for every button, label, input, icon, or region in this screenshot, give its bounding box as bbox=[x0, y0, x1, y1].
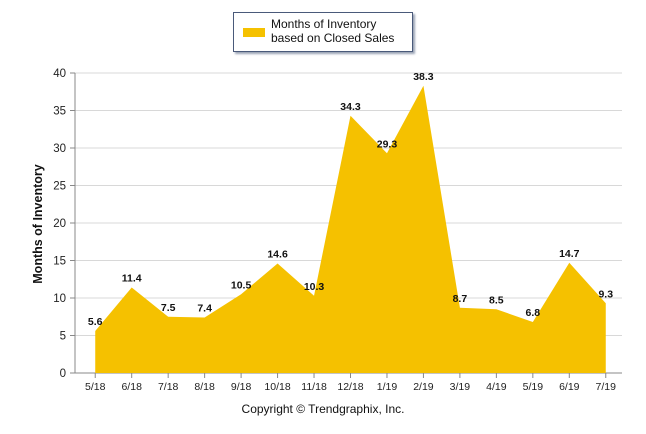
legend: Months of Inventory based on Closed Sale… bbox=[233, 12, 413, 52]
y-axis-title: Months of Inventory bbox=[31, 164, 45, 284]
x-tick-label: 1/19 bbox=[377, 381, 398, 393]
x-tick-label: 6/18 bbox=[121, 381, 142, 393]
y-tick-label: 30 bbox=[53, 143, 66, 155]
data-label: 5.6 bbox=[88, 316, 103, 328]
x-tick-label: 8/18 bbox=[194, 381, 215, 393]
x-tick-label: 7/19 bbox=[596, 381, 617, 393]
x-tick-label: 3/19 bbox=[450, 381, 471, 393]
data-label: 14.6 bbox=[267, 249, 288, 261]
x-tick-label: 2/19 bbox=[413, 381, 434, 393]
x-tick-label: 9/18 bbox=[231, 381, 252, 393]
y-tick-label: 20 bbox=[53, 218, 66, 230]
data-label: 14.7 bbox=[559, 248, 580, 260]
legend-swatch bbox=[243, 28, 265, 37]
data-label: 7.4 bbox=[197, 303, 212, 315]
data-label: 10.5 bbox=[231, 279, 252, 291]
legend-label: Months of Inventory based on Closed Sale… bbox=[271, 17, 395, 45]
data-label: 11.4 bbox=[122, 273, 142, 285]
y-tick-label: 15 bbox=[53, 256, 66, 268]
x-tick-label: 4/19 bbox=[486, 381, 507, 393]
y-tick-label: 0 bbox=[60, 368, 66, 380]
data-label: 38.3 bbox=[413, 71, 434, 83]
area-series bbox=[95, 85, 606, 373]
data-label: 6.8 bbox=[526, 307, 541, 319]
x-tick-label: 5/18 bbox=[85, 381, 106, 393]
data-label: 10.3 bbox=[304, 281, 325, 293]
y-tick-label: 40 bbox=[53, 68, 66, 80]
data-label: 8.5 bbox=[489, 294, 504, 306]
data-label: 8.7 bbox=[453, 293, 468, 305]
x-tick-label: 11/18 bbox=[301, 381, 327, 393]
data-label: 7.5 bbox=[161, 302, 176, 314]
copyright-text: Copyright © Trendgraphix, Inc. bbox=[241, 402, 405, 416]
x-tick-label: 6/19 bbox=[559, 381, 580, 393]
x-tick-label: 10/18 bbox=[264, 381, 290, 393]
data-label: 9.3 bbox=[598, 288, 613, 300]
y-tick-label: 5 bbox=[60, 331, 66, 343]
y-tick-label: 10 bbox=[53, 293, 66, 305]
x-tick-label: 12/18 bbox=[337, 381, 363, 393]
data-label: 29.3 bbox=[377, 138, 398, 150]
x-tick-label: 7/18 bbox=[158, 381, 179, 393]
y-tick-label: 35 bbox=[53, 106, 66, 118]
y-tick-label: 25 bbox=[53, 181, 66, 193]
x-tick-label: 5/19 bbox=[523, 381, 544, 393]
data-label: 34.3 bbox=[340, 101, 361, 113]
